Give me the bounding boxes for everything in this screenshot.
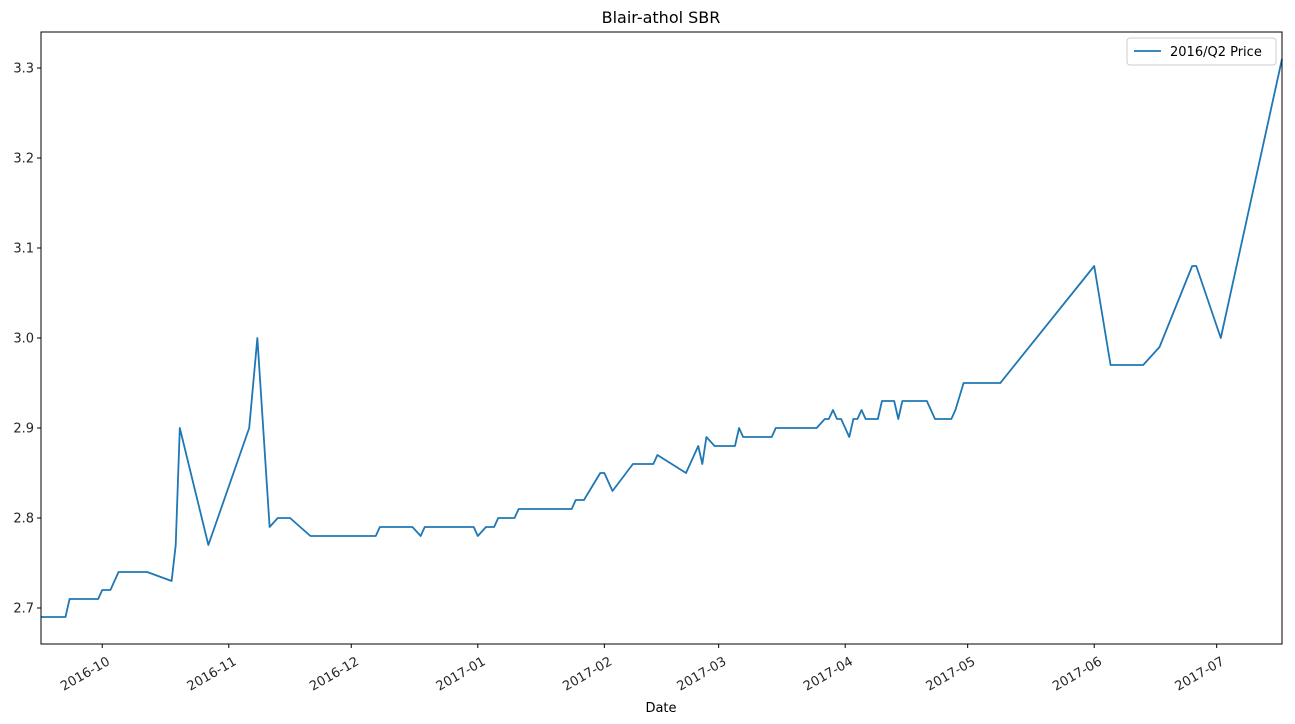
series-layer — [41, 58, 1283, 618]
y-tick-label: 2.8 — [13, 512, 34, 527]
x-axis: 2016-10 2016-11 2016-12 2017-01 2017-02 2017-… — [58, 644, 1227, 695]
x-tick-label: 2017-02 — [560, 654, 615, 694]
legend-box — [1126, 37, 1277, 66]
x-tick-label: 2017-04 — [801, 654, 856, 694]
x-tick-label: 2017-03 — [675, 654, 730, 694]
x-tick-label: 2016-12 — [307, 654, 362, 694]
y-tick-label: 2.9 — [13, 422, 34, 437]
x-tick-label: 2017-07 — [1173, 654, 1228, 694]
y-tick-label: 3.3 — [13, 62, 34, 77]
legend: 2016/Q2 Price — [1126, 37, 1277, 66]
x-tick-label: 2016-10 — [58, 654, 113, 694]
y-axis: 2.7 2.8 2.9 3.0 3.1 3.2 3.3 — [13, 62, 41, 617]
x-tick-label: 2017-06 — [1050, 654, 1105, 694]
series-line-0 — [41, 58, 1283, 618]
x-tick-label: 2017-01 — [434, 654, 489, 694]
y-tick-label: 3.2 — [13, 152, 34, 167]
y-tick-label: 3.1 — [13, 242, 34, 257]
plot-frame — [40, 31, 1283, 645]
x-tick-label: 2016-11 — [185, 654, 240, 694]
x-axis-label: Date — [645, 701, 676, 716]
x-tick-label: 2017-05 — [924, 654, 979, 694]
y-tick-label: 3.0 — [13, 332, 34, 347]
y-tick-label: 2.7 — [13, 602, 34, 617]
legend-label: 2016/Q2 Price — [1170, 45, 1262, 60]
chart-title: Blair-athol SBR — [602, 8, 721, 27]
